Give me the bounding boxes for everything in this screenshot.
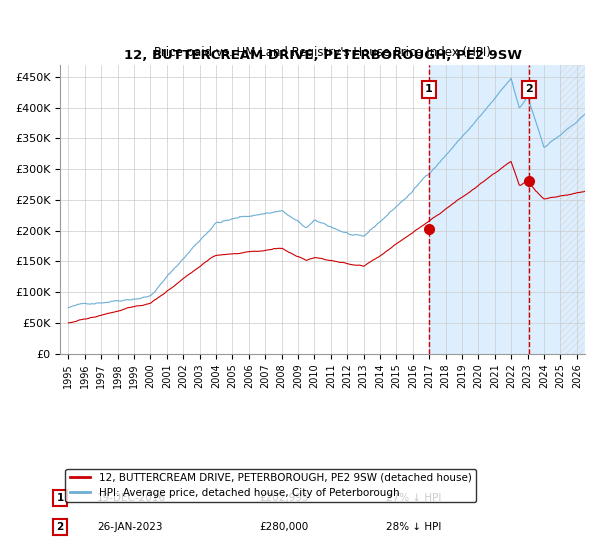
Bar: [429, 64, 593, 353]
Bar: [560, 64, 593, 353]
Text: 26-JAN-2023: 26-JAN-2023: [97, 522, 163, 532]
Text: 27% ↓ HPI: 27% ↓ HPI: [386, 493, 441, 503]
Bar: [529, 64, 593, 353]
Text: 1: 1: [56, 493, 64, 503]
Text: 28% ↓ HPI: 28% ↓ HPI: [386, 522, 441, 532]
Text: 2: 2: [525, 84, 533, 94]
Text: 1: 1: [425, 84, 433, 94]
Text: 19-DEC-2016: 19-DEC-2016: [97, 493, 166, 503]
Text: Price paid vs. HM Land Registry's House Price Index (HPI): Price paid vs. HM Land Registry's House …: [154, 46, 491, 59]
Legend: 12, BUTTERCREAM DRIVE, PETERBOROUGH, PE2 9SW (detached house), HPI: Average pric: 12, BUTTERCREAM DRIVE, PETERBOROUGH, PE2…: [65, 469, 476, 502]
Title: 12, BUTTERCREAM DRIVE, PETERBOROUGH, PE2 9SW: 12, BUTTERCREAM DRIVE, PETERBOROUGH, PE2…: [124, 49, 521, 62]
Text: £202,995: £202,995: [260, 493, 309, 503]
Text: 2: 2: [56, 522, 64, 532]
Text: £280,000: £280,000: [260, 522, 309, 532]
